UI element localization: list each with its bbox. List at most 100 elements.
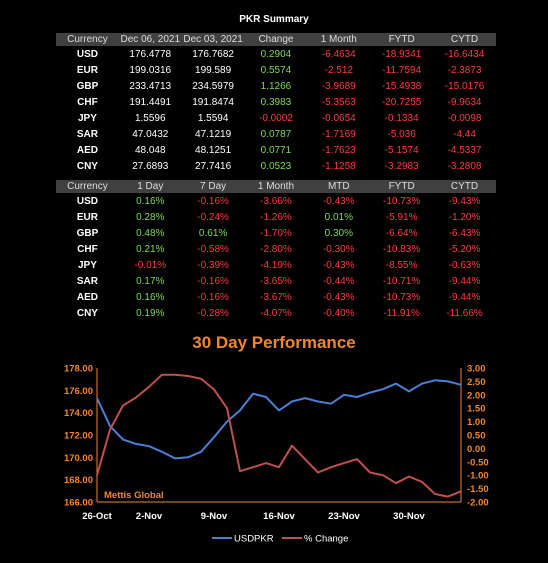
value-cell: -1.70% <box>260 227 292 239</box>
legend-label: % Change <box>304 534 348 545</box>
value-cell: -9.44% <box>448 275 481 287</box>
currency-cell: USD <box>76 48 98 60</box>
value-cell: -6.64% <box>385 227 418 239</box>
value-cell: -0.43% <box>322 195 355 207</box>
column-header: MTD <box>307 180 371 193</box>
value-cell: -3.2808 <box>447 160 482 172</box>
value-cell: -5.036 <box>387 128 416 140</box>
y-right-tick-label: -1.00 <box>467 471 489 482</box>
currency-cell: GBP <box>76 227 99 239</box>
value-cell: 0.0771 <box>260 144 292 156</box>
rates-table-body: USD 176.4778 176.7682 0.2904 -6.4634 -18.9341… <box>56 46 496 174</box>
value-cell: -1.26% <box>260 211 292 223</box>
value-cell: -0.58% <box>197 243 229 255</box>
currency-cell: EUR <box>76 64 98 76</box>
returns-table: Currency 1 Day 7 Day 1 Month MTD FYTD CYTD USD… <box>56 180 496 321</box>
value-cell: -6.4634 <box>321 48 356 60</box>
y-left-tick-label: 168.00 <box>64 475 93 486</box>
value-cell: -5.20% <box>448 243 481 255</box>
value-cell: -0.28% <box>197 307 229 319</box>
chart-title: 30 Day Performance <box>192 333 356 352</box>
value-cell: -10.73% <box>383 195 421 207</box>
returns-table-body: USD 0.16% -0.16% -3.66% -0.43% -10.73% -9.43% E… <box>56 193 496 321</box>
returns-table-header: Currency 1 Day 7 Day 1 Month MTD FYTD CYTD <box>56 180 496 193</box>
value-cell: -4.07% <box>260 307 292 319</box>
value-cell: 0.01% <box>324 211 353 223</box>
value-cell: 0.48% <box>136 227 165 239</box>
y-right-tick-label: 0.00 <box>467 444 486 455</box>
value-cell: 0.0523 <box>260 160 292 172</box>
value-cell: -11.7594 <box>382 64 422 76</box>
value-cell: -0.30% <box>322 243 355 255</box>
value-cell: -5.3563 <box>321 96 356 108</box>
currency-cell: CNY <box>76 307 98 319</box>
table-row: SAR 0.17% -0.16% -3.65% -0.44% -10.71% -9.44% <box>56 273 496 289</box>
table-row: AED 48.048 48.1251 0.0771 -1.7623 -5.1574 -4.5… <box>56 142 496 158</box>
value-cell: -10.83% <box>383 243 421 255</box>
value-cell: 48.048 <box>134 144 166 156</box>
value-cell: 0.30% <box>324 227 353 239</box>
value-cell: -0.16% <box>197 291 229 303</box>
value-cell: -2.3873 <box>447 64 482 76</box>
x-tick-label: 9-Nov <box>201 511 228 522</box>
y-left-tick-label: 166.00 <box>64 498 93 509</box>
y-left-tick-label: 178.00 <box>64 364 93 375</box>
value-cell: -0.16% <box>197 195 229 207</box>
value-cell: 1.5594 <box>197 112 229 124</box>
currency-cell: AED <box>76 144 98 156</box>
column-header: 1 Month <box>244 180 308 193</box>
value-cell: 0.17% <box>136 275 165 287</box>
page-title: PKR Summary <box>239 14 309 25</box>
value-cell: 176.7682 <box>192 48 234 60</box>
table-row: CHF 191.4491 191.8474 0.3983 -5.3563 -20.7255… <box>56 94 496 110</box>
value-cell: 1.5596 <box>134 112 166 124</box>
column-header: Change <box>244 33 308 46</box>
column-header: CYTD <box>433 180 496 193</box>
value-cell: -9.44% <box>448 291 481 303</box>
value-cell: -3.65% <box>260 275 292 287</box>
value-cell: -1.7169 <box>321 128 356 140</box>
value-cell: -0.24% <box>197 211 229 223</box>
column-header: Currency <box>56 33 119 46</box>
value-cell: 1.1266 <box>260 80 292 92</box>
table-row: USD 176.4778 176.7682 0.2904 -6.4634 -18.9341… <box>56 46 496 62</box>
value-cell: -20.7255 <box>381 96 422 108</box>
y-left-tick-label: 170.00 <box>64 453 93 464</box>
y-right-tick-label: 1.00 <box>467 417 486 428</box>
currency-cell: EUR <box>76 211 98 223</box>
value-cell: 0.16% <box>136 195 165 207</box>
value-cell: 176.4778 <box>129 48 172 60</box>
y-left-tick-label: 172.00 <box>64 431 93 442</box>
value-cell: 233.4713 <box>129 80 172 92</box>
value-cell: -3.9689 <box>321 80 356 92</box>
value-cell: -3.67% <box>260 291 292 303</box>
value-cell: 0.61% <box>198 227 228 239</box>
value-cell: 0.19% <box>136 307 165 319</box>
value-cell: -10.71% <box>383 275 421 287</box>
table-row: USD 0.16% -0.16% -3.66% -0.43% -10.73% -9.43% <box>56 193 496 209</box>
value-cell: -0.43% <box>322 259 355 271</box>
column-header: 1 Month <box>307 33 371 46</box>
value-cell: 0.2904 <box>260 48 292 60</box>
value-cell: -0.39% <box>197 259 229 271</box>
value-cell: 0.21% <box>136 243 165 255</box>
value-cell: -9.43% <box>448 195 481 207</box>
y-right-tick-label: 2.00 <box>467 390 486 401</box>
legend-label: USDPKR <box>234 534 274 545</box>
value-cell: 47.0432 <box>132 128 169 140</box>
value-cell: -4.44 <box>453 128 476 140</box>
value-cell: -2.80% <box>260 243 292 255</box>
value-cell: -9.9634 <box>447 96 482 108</box>
value-cell: -8.55% <box>385 259 418 271</box>
series-line-pct-change <box>96 373 462 498</box>
y-left-tick-label: 176.00 <box>64 386 93 397</box>
value-cell: -0.63% <box>448 259 481 271</box>
column-header: FYTD <box>370 180 434 193</box>
value-cell: 0.3983 <box>260 96 292 108</box>
value-cell: -5.1574 <box>384 144 419 156</box>
table-row: GBP 233.4713 234.5979 1.1266 -3.9689 -15.4938… <box>56 78 496 94</box>
column-header: Currency <box>56 180 119 193</box>
value-cell: -1.1258 <box>321 160 356 172</box>
value-cell: 0.0787 <box>260 128 292 140</box>
table-row: JPY 1.5596 1.5594 -0.0002 -0.0654 -0.1334 -0.0… <box>56 110 496 126</box>
